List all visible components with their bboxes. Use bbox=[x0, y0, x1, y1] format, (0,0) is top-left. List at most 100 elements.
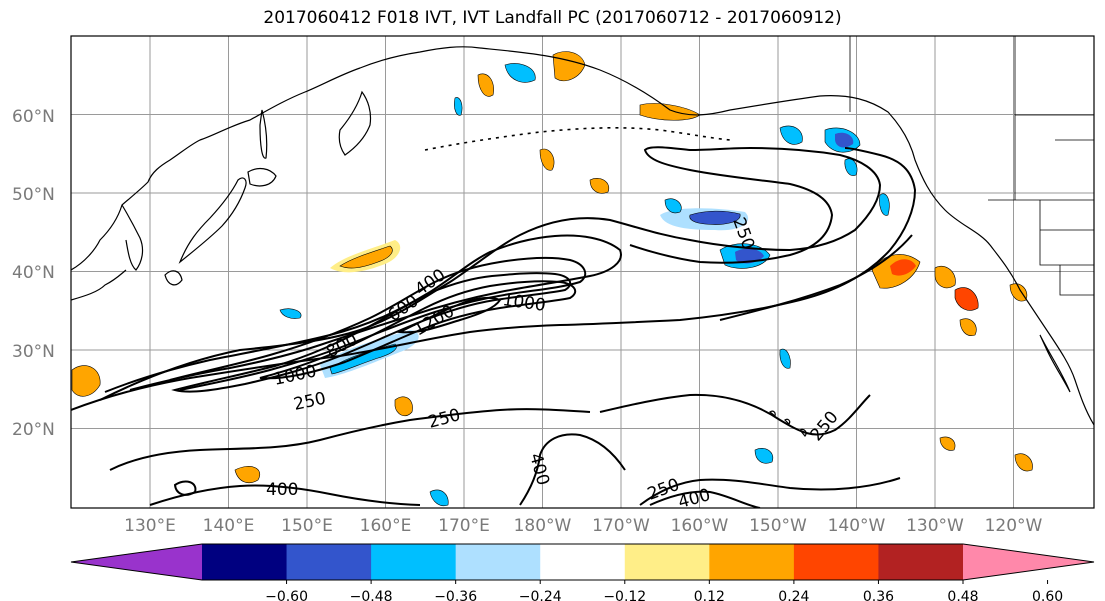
sakhalin bbox=[259, 109, 268, 159]
ivt-contour-250-east bbox=[719, 234, 913, 321]
positive-region-1-core bbox=[339, 245, 393, 269]
lat-label-40n: 40°N bbox=[12, 263, 55, 283]
japan-kyushu bbox=[164, 270, 183, 286]
lat-label-60n: 60°N bbox=[12, 107, 55, 127]
ivt-contour-250-outer bbox=[71, 147, 917, 411]
contour-label-400-d: 400 bbox=[676, 485, 713, 513]
positive-region-15 bbox=[589, 178, 610, 194]
negative-region-9 bbox=[754, 448, 774, 464]
canada-us-border bbox=[849, 36, 1094, 201]
colorbar-segment-3 bbox=[455, 544, 541, 580]
positive-region-6 bbox=[934, 265, 956, 289]
lon-label-5: 180°W bbox=[514, 516, 572, 536]
lon-label-9: 140°W bbox=[828, 516, 886, 536]
colorbar-tick-label-7: 0.36 bbox=[863, 589, 894, 601]
negative-region-12 bbox=[454, 97, 463, 116]
colorbar-segment-0 bbox=[202, 544, 288, 580]
colorbar-tick-label-0: −0.60 bbox=[265, 589, 308, 601]
colorbar-extend-low bbox=[71, 544, 202, 580]
map-panel: 250 400 600 800 1000 1000 1200 250 250 2… bbox=[70, 35, 1095, 513]
ivt-contour-600 bbox=[169, 256, 587, 391]
colorbar-segment-1 bbox=[286, 544, 372, 580]
ivt-contour-1000 bbox=[259, 280, 577, 380]
japan-honshu bbox=[178, 177, 247, 264]
map-frame bbox=[70, 35, 1095, 509]
negative-region-1-core bbox=[689, 210, 741, 225]
positive-region-12 bbox=[1014, 453, 1033, 472]
lon-label-6: 170°W bbox=[592, 516, 650, 536]
lon-label-11: 120°W bbox=[985, 516, 1043, 536]
colorbar-tick-label-2: −0.36 bbox=[434, 589, 477, 601]
lon-label-3: 160°E bbox=[360, 516, 412, 536]
negative-region-10 bbox=[879, 193, 890, 216]
positive-region-14 bbox=[234, 466, 260, 483]
ivt-contour-800 bbox=[171, 272, 572, 393]
lat-label-30n: 30°N bbox=[12, 342, 55, 362]
lon-label-4: 170°E bbox=[438, 516, 490, 536]
japan-hokkaido bbox=[247, 167, 277, 187]
lon-label-10: 130°W bbox=[906, 516, 964, 536]
colorbar-outline bbox=[70, 543, 1095, 581]
negative-region-6 bbox=[504, 63, 536, 83]
negative-region-2-core bbox=[735, 248, 764, 264]
positive-anomaly-regions bbox=[71, 51, 1033, 483]
lat-label-50n: 50°N bbox=[12, 185, 55, 205]
colorbar-tick-label-4: −0.12 bbox=[603, 589, 646, 601]
negative-region-7 bbox=[279, 308, 302, 319]
positive-region-8 bbox=[394, 396, 413, 417]
negative-region-8 bbox=[429, 489, 449, 507]
positive-region-16 bbox=[939, 436, 956, 451]
colorbar-tick-label-9: 0.60 bbox=[1032, 589, 1063, 601]
colorbar-segment-2 bbox=[371, 544, 457, 580]
colorbar-extend-high bbox=[963, 544, 1094, 580]
baja-california bbox=[1039, 334, 1071, 393]
colorbar-segment-4 bbox=[540, 544, 626, 580]
ivt-contour-400-far-southeast bbox=[649, 490, 761, 508]
colorbar-tick-label-3: −0.24 bbox=[519, 589, 562, 601]
colorbar: −0.60 −0.48 −0.36 −0.24 −0.12 0.12 0.24 0.36 0.4… bbox=[70, 543, 1095, 601]
positive-region-10 bbox=[959, 318, 977, 336]
ivt-contour-400-southeast bbox=[519, 433, 626, 506]
colorbar-tick-label-1: −0.48 bbox=[350, 589, 393, 601]
colorbar-segment-6 bbox=[709, 544, 795, 580]
longitude-labels: 130°E 140°E 150°E 160°E 170°E 180°W 170°W 160°W… bbox=[124, 516, 1042, 536]
colorbar-tick-label-6: 0.24 bbox=[778, 589, 809, 601]
latitude-labels: 60°N 50°N 40°N 30°N 20°N bbox=[12, 107, 55, 440]
ivt-contour-250-southeast bbox=[599, 393, 871, 436]
lon-label-1: 140°E bbox=[203, 516, 255, 536]
graticule bbox=[71, 36, 1094, 508]
colorbar-segment-5 bbox=[624, 544, 710, 580]
kamchatka bbox=[338, 90, 372, 156]
pc-shading bbox=[71, 51, 1033, 507]
asia-coastline bbox=[71, 46, 481, 271]
contour-label-400-b: 400 bbox=[266, 480, 298, 500]
positive-region-9 bbox=[539, 148, 555, 171]
colorbar-tick-label-8: 0.48 bbox=[947, 589, 978, 601]
negative-region-3-core bbox=[835, 132, 854, 148]
state-borders bbox=[1039, 139, 1094, 296]
korea-coastline bbox=[121, 204, 144, 271]
lon-label-7: 160°W bbox=[671, 516, 729, 536]
alaska-coastline bbox=[479, 47, 1094, 426]
ivt-contour-250-south bbox=[109, 408, 591, 471]
colorbar-segment-7 bbox=[793, 544, 879, 580]
positive-region-7 bbox=[71, 365, 101, 397]
china-coastline bbox=[71, 269, 127, 301]
ivt-contours bbox=[71, 146, 917, 508]
ivt-contour-small-loop bbox=[173, 480, 197, 496]
lon-label-8: 150°W bbox=[749, 516, 807, 536]
negative-region-13 bbox=[779, 348, 791, 369]
positive-region-5 bbox=[954, 287, 979, 311]
ivt-contour-1200 bbox=[396, 296, 502, 334]
colorbar-segment-8 bbox=[878, 544, 964, 580]
figure-title: 2017060412 F018 IVT, IVT Landfall PC (20… bbox=[263, 8, 842, 28]
lat-label-20n: 20°N bbox=[12, 420, 55, 440]
positive-region-4-core bbox=[890, 259, 916, 276]
lon-label-0: 130°E bbox=[124, 516, 176, 536]
coastlines bbox=[71, 36, 1094, 437]
negative-region-14 bbox=[664, 198, 682, 214]
lon-label-2: 150°E bbox=[281, 516, 333, 536]
colorbar-tick-label-5: 0.12 bbox=[694, 589, 725, 601]
negative-region-5 bbox=[779, 125, 803, 145]
